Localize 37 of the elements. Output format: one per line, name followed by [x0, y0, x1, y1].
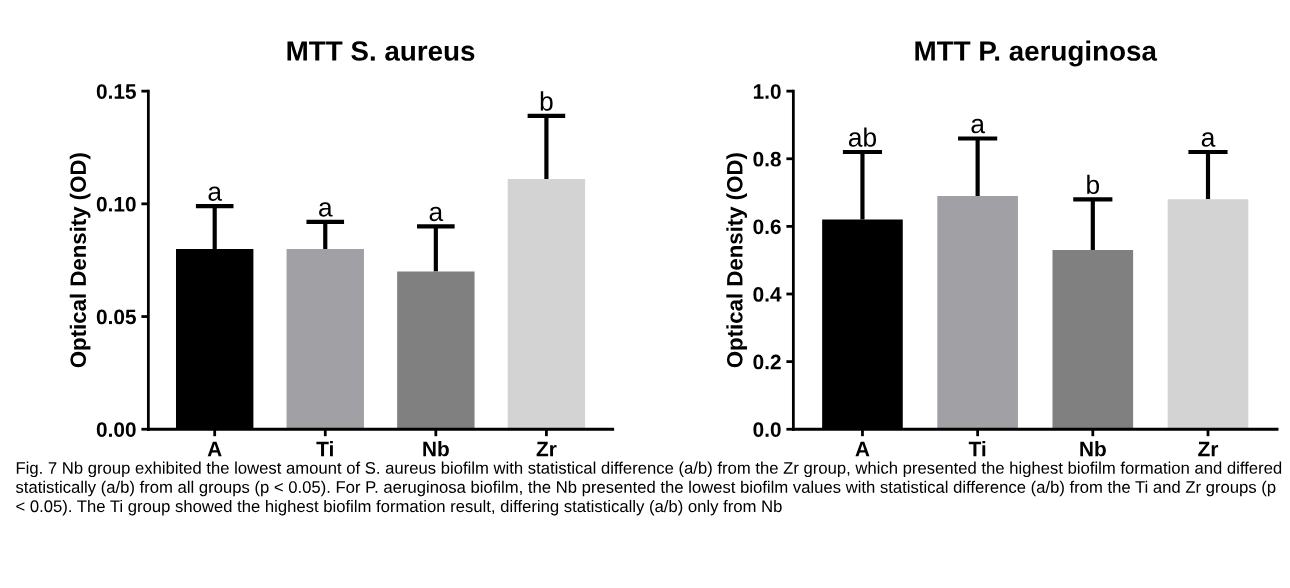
annotation: ab — [848, 127, 877, 147]
x-tick-label: Ti — [316, 441, 333, 457]
y-axis-title: Optical Density (OD) — [69, 153, 91, 368]
annotation: a — [1201, 132, 1216, 147]
y-tick-label: 0.8 — [753, 151, 781, 167]
annotation: a — [319, 202, 333, 217]
y-tick-label: 0.10 — [96, 196, 136, 212]
bar — [397, 271, 475, 430]
y-tick-label: 0.0 — [753, 422, 781, 437]
annotation: b — [1087, 174, 1100, 195]
annotation: a — [429, 206, 444, 222]
y-tick-label: 0.2 — [753, 354, 781, 370]
x-tick-label: Ti — [968, 441, 986, 457]
x-tick-label: Nb — [423, 441, 449, 457]
x-tick-label: Nb — [1080, 441, 1106, 457]
bar — [1167, 199, 1249, 430]
y-axis-title: Optical Density (OD) — [726, 153, 748, 368]
x-tick-label: A — [207, 441, 222, 457]
caption: Fig. 7 Nb group exhibited the lowest amount of S. aureus biofilm with statistical difference (a/b) from the Zr group, which presented the highest biofilm formation and differed statistically (a/b) from all groups (p < 0.05). For P. aeruginosa biofilm, the Nb presented the lowest biofilm values with statistical difference (a/b) from the Ti and Zr groups (p < 0.05). The Ti group showed the highest biofilm formation result, differing statistically (a/b) only from Nb — [15, 461, 1282, 516]
x-tick-label: Zr — [536, 441, 557, 457]
bar — [507, 179, 586, 430]
y-tick-label: 0.00 — [96, 422, 136, 437]
chart-title: MTT S. aureus — [287, 41, 475, 61]
annotation: a — [208, 186, 223, 201]
y-tick-label: 0.4 — [753, 287, 782, 302]
y-tick-label: 0.6 — [753, 219, 781, 235]
chart-title: MTT P. aeruginosa — [915, 40, 1158, 67]
bar — [1052, 250, 1134, 430]
annotation: a — [971, 118, 985, 134]
x-tick-label: A — [855, 441, 870, 457]
bar — [937, 195, 1018, 430]
y-tick-label: 0.15 — [96, 84, 136, 99]
bar — [286, 248, 364, 430]
annotation: b — [540, 91, 553, 111]
y-tick-label: 0.05 — [96, 309, 136, 325]
y-tick-label: 1.0 — [753, 84, 781, 99]
x-tick-label: Zr — [1198, 441, 1219, 457]
